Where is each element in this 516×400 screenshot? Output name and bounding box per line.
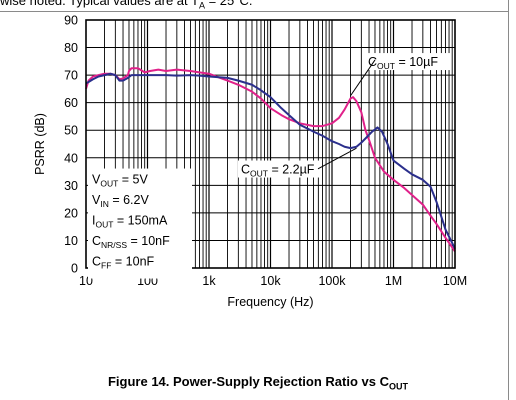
y-tick-label: 50	[64, 124, 78, 138]
series-label-leader	[317, 147, 357, 170]
condition-label: VOUT = 5V	[92, 173, 148, 189]
header-fragment-text: wise noted. Typical values are at T	[0, 0, 199, 8]
y-tick-label: 70	[64, 69, 78, 83]
y-tick-label: 20	[64, 206, 78, 220]
condition-label: VIN = 6.2V	[92, 193, 149, 209]
frame-rule-top	[0, 11, 509, 12]
y-tick-label: 60	[64, 96, 78, 110]
series-label-background	[238, 160, 322, 178]
y-tick-label: 40	[64, 151, 78, 165]
conditions-box: VOUT = 5V VIN = 6.2V IOUT = 150mA CNR/SS = …	[88, 168, 192, 279]
x-tick-label: 1M	[385, 274, 402, 288]
series-label-background	[365, 53, 451, 71]
x-tick-label: 10k	[260, 274, 281, 288]
frame-rule-right	[508, 0, 509, 400]
y-axis-label: PSRR (dB)	[33, 113, 47, 175]
x-axis-label: Frequency (Hz)	[227, 295, 313, 309]
y-tick-label: 90	[64, 14, 78, 28]
series-layer	[85, 67, 456, 253]
series-label-leader	[350, 59, 376, 97]
condition-label: IOUT = 150mA	[92, 214, 168, 230]
series-label-1: COUT = 2.2µF	[241, 163, 315, 179]
conditions-box-background	[88, 168, 192, 279]
y-tick-label: 10	[64, 234, 78, 248]
header-fragment-tail: = 25°C.	[204, 0, 253, 8]
condition-label: CNR/SS = 10nF	[92, 234, 170, 250]
chart-title-sub: OUT	[389, 381, 408, 392]
y-tick-label: 80	[64, 41, 78, 55]
x-tick-label: 10M	[443, 274, 467, 288]
x-tick-label: 100k	[318, 274, 346, 288]
chart-title: Figure 14. Power-Supply Rejection Ratio …	[0, 374, 516, 392]
x-tick-label: 1k	[202, 274, 216, 288]
header-fragment: wise noted. Typical values are at TA = 2…	[0, 0, 516, 11]
chart-title-text: Figure 14. Power-Supply Rejection Ratio …	[107, 374, 389, 389]
y-tick-label: 30	[64, 179, 78, 193]
header-fragment-sub: A	[198, 0, 205, 11]
annotation-layer: COUT = 10µF COUT = 2.2µF	[238, 53, 451, 179]
series-label-0: COUT = 10µF	[368, 55, 438, 71]
plot-frame	[85, 19, 456, 269]
series-line-0	[85, 67, 456, 253]
y-tick-label: 0	[71, 262, 78, 276]
condition-label: CFF = 10nF	[92, 255, 155, 271]
series-line-1	[85, 72, 456, 250]
